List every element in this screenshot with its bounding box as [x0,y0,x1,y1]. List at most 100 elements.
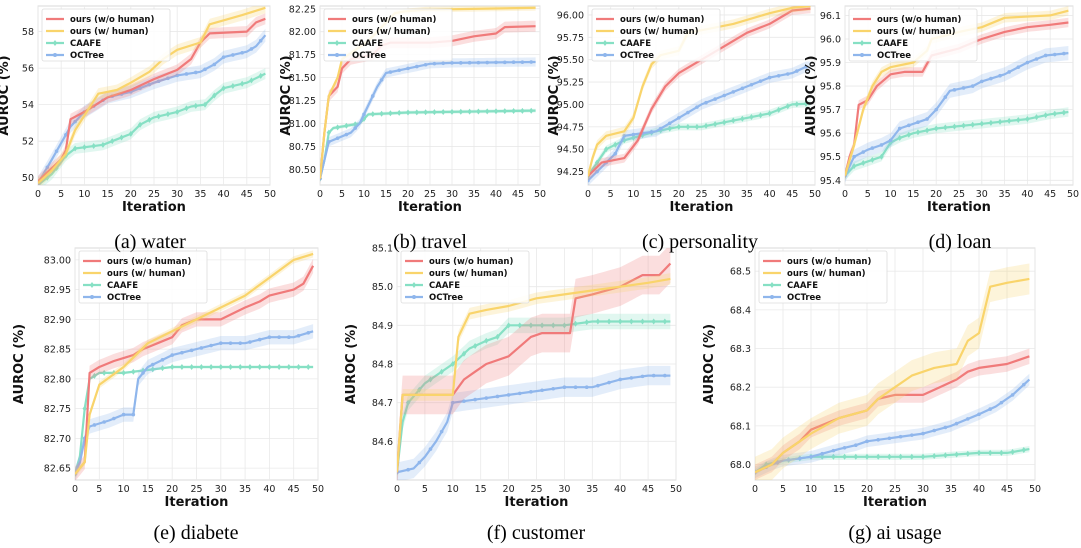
data-point [179,363,185,370]
x-tick-label: 50 [264,189,276,200]
y-tick-label: 94.50 [557,145,584,156]
data-point [749,113,754,120]
data-point [73,119,77,124]
data-point [306,330,311,335]
legend-label: ours (w/o human) [107,257,191,267]
data-point [906,131,912,138]
y-tick-label: 68.0 [730,460,751,471]
data-point [193,102,198,109]
x-tick-label: 20 [503,484,515,495]
legend: ours (w/o human) ours (w/ human) CAAFE OCTr… [323,8,453,62]
confidence-band [397,248,671,480]
data-point [405,399,411,406]
y-tick-label: 82.80 [44,374,71,385]
series-line [38,34,267,184]
chart-caption: (g) ai usage [848,522,942,544]
chart-caption: (a) water [114,231,186,253]
legend-box [78,250,208,304]
data-point [150,366,155,373]
data-point [1021,447,1026,454]
y-tick-label: 68.5 [730,267,751,278]
data-point [1043,53,1048,58]
legend: ours (w/o human) ours (w/ human) CAAFE OCTr… [41,8,171,62]
data-point [809,455,813,459]
x-tick-label: 50 [1067,189,1079,200]
data-point [193,70,198,75]
data-point [961,122,966,129]
data-point [473,397,477,402]
y-tick-label: 56 [22,64,34,75]
x-tick-label: 35 [239,484,251,495]
data-point [989,76,993,81]
data-point [485,60,490,65]
data-point [528,322,534,329]
data-point [1006,117,1012,124]
data-point [920,453,926,460]
data-point [92,372,97,379]
y-tick-label: 85.1 [372,244,393,255]
x-tick-label: 0 [752,484,758,495]
x-axis-label: Iteration [927,200,991,215]
data-point [943,124,948,131]
data-point [405,109,411,116]
data-point [439,429,444,434]
data-point [907,123,911,128]
data-point [141,371,145,375]
data-point [306,363,311,370]
data-point [897,126,902,131]
data-point [988,119,994,126]
data-point [618,318,623,325]
data-point [248,340,252,344]
data-point [584,385,589,390]
chart-panel-7: 0 5 10 15 20 25 30 35 40 45 50 68.0 68.1 68.2 68.3 68.4… [702,247,1041,510]
data-point [228,341,233,345]
chart-caption: (d) loan [928,231,992,253]
data-point [852,154,856,159]
data-point [249,77,254,84]
confidence-band [38,13,266,185]
chart-panel-2: 0 5 10 15 20 25 30 35 40 45 50 80.50 80.75 81.00 81.25… [279,4,546,215]
series-ours-w-o-human [38,13,266,185]
data-point [184,105,189,112]
data-point [502,108,507,115]
data-point [879,153,884,160]
data-point [979,120,984,127]
data-point [1025,116,1030,123]
x-axis-label: Iteration [122,200,186,215]
y-tick-label: 95.25 [557,78,584,89]
legend-marker [335,53,339,57]
data-point [853,453,858,460]
legend-label: CAAFE [429,281,460,291]
x-tick-label: 10 [447,484,459,495]
x-tick-label: 40 [764,189,776,200]
data-point [277,335,281,340]
data-point [631,134,636,141]
data-point [423,109,428,116]
data-point [476,60,481,65]
data-point [667,125,672,132]
data-point [910,433,914,437]
data-point [794,101,800,108]
x-tick-label: 50 [534,189,546,200]
data-point [758,112,763,119]
data-point [988,449,993,456]
data-point [999,449,1004,456]
data-point [712,121,718,128]
x-tick-label: 50 [312,484,324,495]
legend-marker [334,40,340,46]
data-point [529,390,533,394]
data-point [1010,393,1015,397]
data-point [622,137,627,144]
data-point [160,358,165,362]
x-tick-label: 10 [627,189,639,200]
data-point [607,380,611,385]
y-tick-label: 94.75 [557,122,584,133]
data-point [417,460,422,465]
legend-marker [859,40,865,46]
y-tick-label: 54 [22,100,34,111]
confidence-band [588,6,811,181]
x-tick-label: 45 [288,484,300,495]
data-point [980,79,984,84]
y-tick-label: 82.70 [44,434,71,445]
